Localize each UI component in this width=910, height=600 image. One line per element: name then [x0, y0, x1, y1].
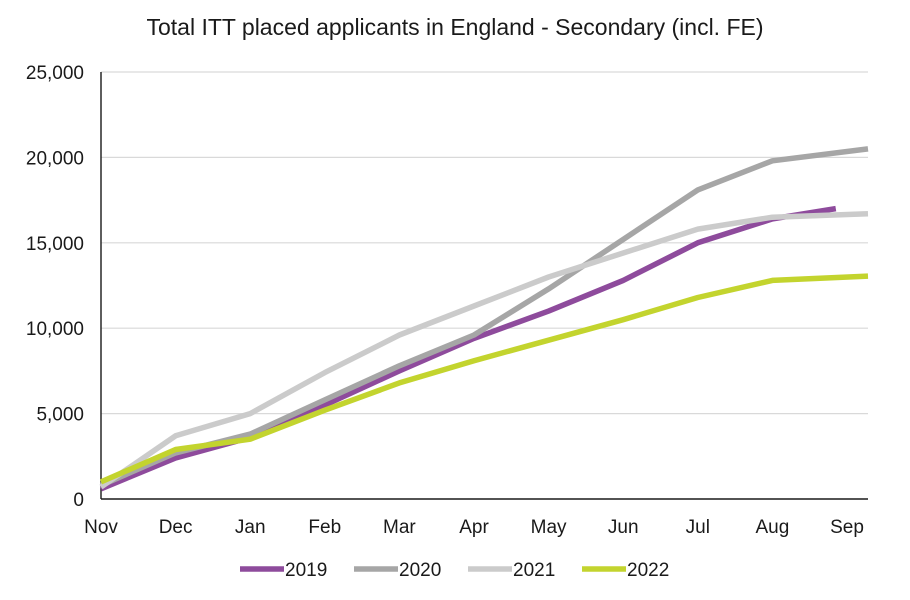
- legend-item-2022: 2022: [582, 560, 669, 581]
- legend-item-2019: 2019: [240, 560, 327, 581]
- y-tick-label: 5,000: [36, 405, 84, 426]
- legend-label: 2021: [513, 560, 555, 581]
- x-tick-label: Jan: [235, 517, 266, 538]
- y-tick-label: 10,000: [26, 319, 84, 340]
- legend-label: 2022: [627, 560, 669, 581]
- series-line-2021: [99, 211, 869, 490]
- x-tick-label: Mar: [383, 517, 416, 538]
- series-line-2022: [99, 273, 869, 485]
- x-tick-label: Jun: [608, 517, 639, 538]
- x-tick-label: Sep: [830, 517, 864, 538]
- gridlines: [101, 71, 868, 415]
- legend: 2019 2020 2021 2022: [240, 560, 669, 581]
- y-tick-label: 20,000: [26, 148, 84, 169]
- y-tick-labels: 0 5,000 10,000 15,000 20,000 25,000: [26, 63, 84, 511]
- legend-label: 2020: [399, 560, 441, 581]
- y-tick-label: 0: [73, 490, 84, 511]
- series-line-2020: [99, 146, 869, 488]
- x-tick-label: Nov: [84, 517, 118, 538]
- x-tick-label: May: [531, 517, 567, 538]
- legend-item-2020: 2020: [354, 560, 441, 581]
- axes: [100, 72, 868, 500]
- y-tick-label: 25,000: [26, 63, 84, 84]
- x-tick-label: Feb: [308, 517, 341, 538]
- series-lines: [99, 146, 869, 492]
- chart-title: Total ITT placed applicants in England -…: [146, 14, 764, 40]
- x-tick-label: Aug: [755, 517, 789, 538]
- x-tick-label: Jul: [686, 517, 710, 538]
- legend-label: 2019: [285, 560, 327, 581]
- x-tick-labels: Nov Dec Jan Feb Mar Apr May Jun Jul Aug Sep: [84, 517, 864, 538]
- x-tick-label: Apr: [459, 517, 489, 538]
- legend-item-2021: 2021: [468, 560, 555, 581]
- y-tick-label: 15,000: [26, 234, 84, 255]
- x-tick-label: Dec: [159, 517, 193, 538]
